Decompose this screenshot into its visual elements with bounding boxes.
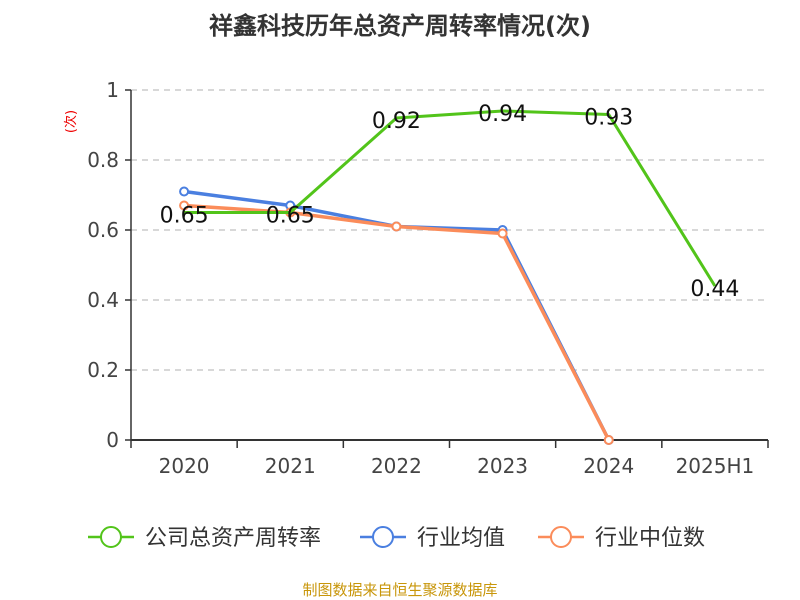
data-point (603, 435, 614, 445)
legend-marker (550, 526, 572, 548)
y-tick-label: 0.8 (87, 148, 119, 172)
data-label: 0.93 (584, 106, 633, 131)
legend-marker (372, 526, 394, 548)
y-tick-label: 1 (106, 78, 119, 102)
data-point (179, 186, 190, 197)
legend-label: 行业均值 (417, 526, 505, 551)
series-line-0 (184, 109, 717, 287)
y-tick-label: 0.6 (87, 218, 119, 242)
x-tick-label: 2020 (159, 454, 210, 478)
data-point (179, 200, 190, 211)
x-tick-label: 2023 (477, 454, 528, 478)
data-label: 0.65 (160, 204, 209, 229)
y-tick-label: 0 (106, 428, 119, 452)
legend-marker (100, 526, 122, 548)
data-point (391, 221, 402, 232)
data-source: 制图数据来自恒生聚源数据库 (302, 581, 498, 599)
legend-label: 公司总资产周转率 (145, 526, 321, 551)
y-tick-label: 0.2 (87, 358, 119, 382)
data-label: 0.44 (690, 277, 739, 302)
y-tick-label: 0.4 (87, 288, 119, 312)
data-point (497, 228, 508, 239)
series-line-2 (183, 203, 611, 441)
chart-title: 祥鑫科技历年总资产周转率情况(次) (209, 12, 591, 40)
data-label: 0.65 (266, 204, 315, 229)
x-tick-label: 2021 (265, 454, 316, 478)
x-tick-label: 2022 (371, 454, 422, 478)
x-tick-label: 2024 (583, 454, 634, 478)
data-label: 0.94 (478, 102, 527, 127)
data-label: 0.92 (372, 109, 421, 134)
legend-label: 行业中位数 (595, 526, 705, 551)
x-tick-label: 2025H1 (676, 454, 755, 478)
